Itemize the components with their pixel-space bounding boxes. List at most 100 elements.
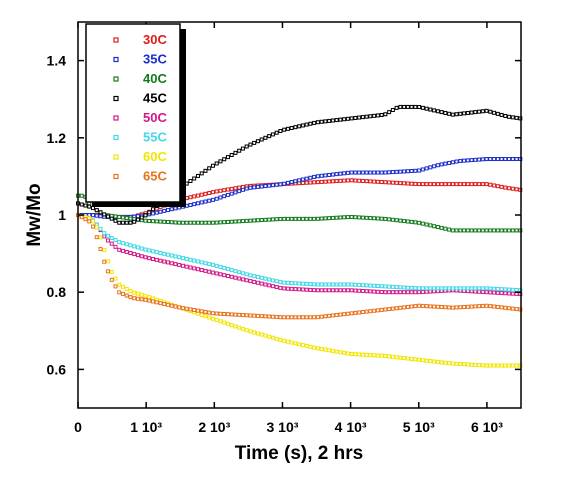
data-point bbox=[267, 314, 272, 319]
data-point bbox=[443, 110, 448, 115]
data-point bbox=[510, 363, 515, 368]
data-point bbox=[150, 211, 155, 216]
data-point bbox=[402, 219, 407, 224]
data-point bbox=[420, 167, 425, 172]
data-point bbox=[432, 304, 437, 309]
data-point bbox=[233, 269, 238, 274]
data-point bbox=[383, 216, 388, 221]
data-point bbox=[510, 228, 515, 233]
data-point bbox=[409, 290, 414, 295]
data-point bbox=[87, 219, 92, 224]
data-point bbox=[514, 115, 519, 120]
data-point bbox=[357, 170, 362, 175]
data-point bbox=[345, 288, 350, 293]
data-point bbox=[357, 178, 362, 183]
data-point bbox=[297, 124, 302, 129]
data-point bbox=[304, 315, 309, 320]
data-point bbox=[398, 169, 403, 174]
data-point bbox=[462, 305, 467, 310]
data-point bbox=[203, 168, 208, 173]
data-point bbox=[383, 290, 388, 295]
data-point bbox=[143, 218, 148, 223]
data-point bbox=[435, 182, 440, 187]
data-point bbox=[83, 203, 88, 208]
data-point bbox=[169, 261, 174, 266]
data-point bbox=[488, 228, 493, 233]
data-point bbox=[225, 312, 230, 317]
data-point bbox=[252, 330, 257, 335]
data-point bbox=[375, 170, 380, 175]
data-point bbox=[405, 356, 410, 361]
data-point bbox=[210, 197, 215, 202]
data-point bbox=[398, 305, 403, 310]
data-point bbox=[364, 309, 369, 314]
data-point bbox=[102, 231, 107, 236]
data-point bbox=[349, 214, 354, 219]
data-point bbox=[173, 206, 178, 211]
data-point bbox=[113, 244, 118, 249]
data-point bbox=[413, 168, 418, 173]
data-point bbox=[312, 288, 317, 293]
data-point bbox=[349, 311, 354, 316]
data-point bbox=[312, 216, 317, 221]
data-point bbox=[192, 176, 197, 181]
data-point bbox=[499, 291, 504, 296]
data-point bbox=[225, 219, 230, 224]
data-point bbox=[102, 212, 107, 217]
data-point bbox=[222, 194, 227, 199]
data-point bbox=[492, 290, 497, 295]
data-point bbox=[462, 362, 467, 367]
data-point bbox=[349, 352, 354, 357]
legend: 30C 35C 40C 45C 50C 55C 60C 65C bbox=[85, 23, 186, 207]
data-point bbox=[379, 353, 384, 358]
data-point bbox=[79, 193, 84, 198]
data-point bbox=[372, 113, 377, 118]
data-point bbox=[293, 341, 298, 346]
data-point bbox=[413, 181, 418, 186]
x-tick-label: 6 10³ bbox=[471, 419, 503, 435]
data-point bbox=[349, 116, 354, 121]
data-point bbox=[353, 170, 358, 175]
data-point bbox=[117, 290, 122, 295]
data-point bbox=[192, 202, 197, 207]
data-point bbox=[222, 157, 227, 162]
data-point bbox=[162, 219, 167, 224]
data-point bbox=[499, 157, 504, 162]
y-axis: 0.6 0.8 1 1.2 1.4 bbox=[47, 53, 521, 377]
data-point bbox=[480, 109, 485, 114]
data-point bbox=[237, 270, 242, 275]
data-point bbox=[229, 274, 234, 279]
data-point bbox=[263, 282, 268, 287]
data-point bbox=[353, 178, 358, 183]
data-point bbox=[278, 315, 283, 320]
data-point bbox=[267, 277, 272, 282]
data-point bbox=[244, 186, 249, 191]
data-point bbox=[285, 216, 290, 221]
data-point bbox=[207, 310, 212, 315]
data-point bbox=[342, 350, 347, 355]
data-point bbox=[390, 354, 395, 359]
data-point bbox=[147, 218, 152, 223]
data-point bbox=[109, 235, 114, 240]
data-point bbox=[499, 228, 504, 233]
data-point bbox=[304, 216, 309, 221]
data-point bbox=[173, 304, 178, 309]
data-point bbox=[428, 304, 433, 309]
data-point bbox=[293, 287, 298, 292]
data-point bbox=[447, 227, 452, 232]
series-55C bbox=[76, 213, 523, 293]
data-point bbox=[345, 116, 350, 121]
data-point bbox=[300, 123, 305, 128]
data-point bbox=[94, 235, 99, 240]
data-point bbox=[255, 218, 260, 223]
data-point bbox=[274, 336, 279, 341]
data-point bbox=[462, 228, 467, 233]
data-point bbox=[387, 217, 392, 222]
x-tick-label: 0 bbox=[74, 419, 82, 435]
data-point bbox=[210, 316, 215, 321]
data-point bbox=[364, 170, 369, 175]
data-point bbox=[447, 111, 452, 116]
data-point bbox=[323, 347, 328, 352]
data-point bbox=[409, 181, 414, 186]
